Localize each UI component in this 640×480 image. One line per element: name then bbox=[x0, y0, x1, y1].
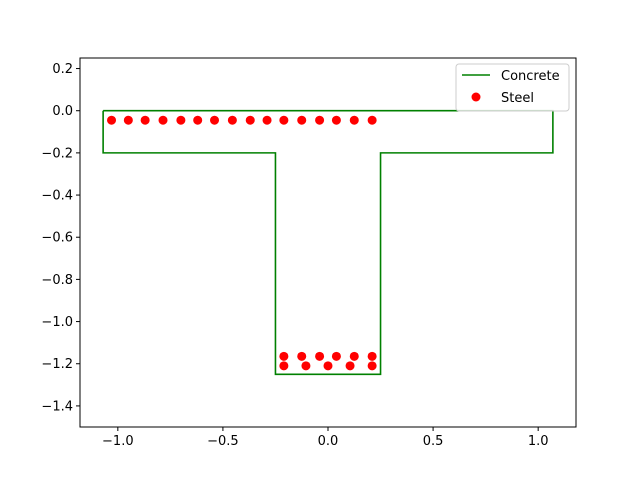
y-tick-label: 0.2 bbox=[52, 62, 73, 77]
x-tick-label: −1.0 bbox=[102, 434, 134, 449]
legend-steel-label: Steel bbox=[501, 91, 534, 106]
y-tick-label: 0.0 bbox=[52, 104, 73, 119]
steel-point bbox=[158, 115, 168, 125]
y-tick-label: −1.0 bbox=[41, 315, 73, 330]
x-tick-label: 0.0 bbox=[318, 434, 339, 449]
y-tick-label: −0.2 bbox=[41, 146, 73, 161]
y-tick-label: −0.4 bbox=[41, 189, 73, 204]
steel-point bbox=[210, 115, 220, 125]
steel-point bbox=[279, 115, 289, 125]
steel-point bbox=[315, 115, 325, 125]
steel-point bbox=[349, 115, 359, 125]
x-tick-label: 1.0 bbox=[528, 434, 549, 449]
steel-point bbox=[331, 115, 341, 125]
legend-steel-swatch bbox=[471, 92, 481, 102]
y-tick-label: −0.6 bbox=[41, 231, 73, 246]
y-tick-label: −1.2 bbox=[41, 357, 73, 372]
steel-point bbox=[345, 361, 355, 371]
steel-point bbox=[245, 115, 255, 125]
x-tick-label: 0.5 bbox=[423, 434, 444, 449]
x-tick-label: −0.5 bbox=[207, 434, 239, 449]
steel-point bbox=[123, 115, 133, 125]
steel-point bbox=[262, 115, 272, 125]
steel-point bbox=[367, 351, 377, 361]
steel-point bbox=[279, 351, 289, 361]
steel-point bbox=[227, 115, 237, 125]
concrete-outline bbox=[102, 109, 554, 376]
steel-point bbox=[323, 361, 333, 371]
steel-point bbox=[301, 361, 311, 371]
steel-point bbox=[297, 115, 307, 125]
steel-point bbox=[331, 351, 341, 361]
steel-point bbox=[193, 115, 203, 125]
steel-point bbox=[315, 351, 325, 361]
y-axis: 0.2 0.0 −0.2 −0.4 −0.6 −0.8 −1.0 −1.2 −1.4 bbox=[41, 62, 80, 414]
steel-point bbox=[367, 361, 377, 371]
steel-point bbox=[176, 115, 186, 125]
y-tick-label: −0.8 bbox=[41, 273, 73, 288]
steel-point bbox=[140, 115, 150, 125]
x-axis: −1.0 −0.5 0.0 0.5 1.0 bbox=[102, 427, 549, 449]
plot-frame bbox=[79, 57, 577, 428]
y-tick-label: −1.4 bbox=[41, 399, 73, 414]
steel-point bbox=[107, 115, 117, 125]
steel-point bbox=[367, 115, 377, 125]
legend: Concrete Steel bbox=[455, 63, 570, 112]
steel-point bbox=[279, 361, 289, 371]
steel-point bbox=[297, 351, 307, 361]
steel-point bbox=[349, 351, 359, 361]
data-layer bbox=[102, 109, 554, 376]
legend-concrete-label: Concrete bbox=[501, 69, 560, 84]
